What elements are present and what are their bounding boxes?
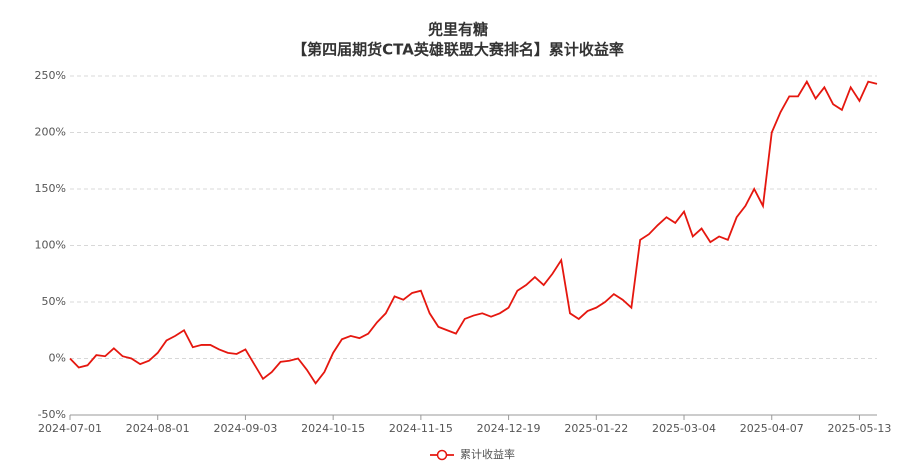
data-line — [69, 79, 878, 385]
y-tick-label: 100% — [35, 239, 66, 252]
x-tick-label: 2024-09-03 — [213, 422, 277, 435]
y-tick-label: 200% — [35, 126, 66, 139]
y-tick-label: -50% — [38, 408, 66, 421]
y-tick-label: 50% — [42, 295, 66, 308]
chart-title: 兜里有糖 — [428, 21, 488, 39]
y-tick-label: 250% — [35, 69, 66, 82]
x-tick-label: 2025-03-04 — [652, 422, 716, 435]
x-tick-label: 2025-01-22 — [564, 422, 628, 435]
x-tick-label: 2024-10-15 — [301, 422, 365, 435]
legend-marker — [436, 449, 448, 461]
y-tick-label: 150% — [35, 182, 66, 195]
legend-label: 累计收益率 — [460, 447, 515, 461]
chart-subtitle: 【第四届期货CTA英雄联盟大赛排名】累计收益率 — [292, 41, 624, 59]
x-tick-label: 2024-11-15 — [389, 422, 453, 435]
x-tick-label: 2024-08-01 — [126, 422, 190, 435]
x-tick-label: 2025-05-13 — [827, 422, 891, 435]
x-tick-label: 2025-04-07 — [740, 422, 804, 435]
x-tick-label: 2024-07-01 — [38, 422, 102, 435]
y-tick-label: 0% — [49, 352, 66, 365]
x-tick-label: 2024-12-19 — [477, 422, 541, 435]
